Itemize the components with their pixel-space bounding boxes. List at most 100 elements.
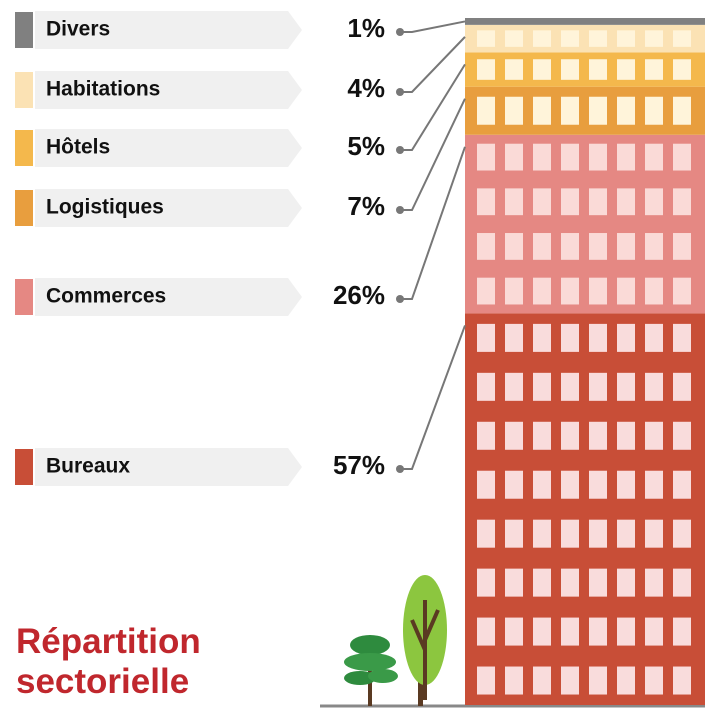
window <box>589 373 607 401</box>
legend-swatch <box>15 130 33 166</box>
window <box>589 422 607 450</box>
window <box>561 324 579 352</box>
window <box>477 618 495 646</box>
window <box>533 233 551 260</box>
window <box>505 471 523 499</box>
legend-swatch <box>15 12 33 48</box>
window <box>645 569 663 597</box>
window <box>673 144 691 171</box>
window <box>617 422 635 450</box>
value-label: 57% <box>333 450 385 480</box>
window <box>477 520 495 548</box>
window <box>617 471 635 499</box>
window <box>505 422 523 450</box>
window <box>505 97 523 125</box>
window <box>645 373 663 401</box>
leader-line <box>400 147 465 299</box>
window <box>533 278 551 305</box>
building-segment <box>465 52 705 86</box>
window <box>505 520 523 548</box>
window <box>589 569 607 597</box>
window <box>645 422 663 450</box>
window <box>505 618 523 646</box>
value-label: 4% <box>347 73 385 103</box>
window <box>477 97 495 125</box>
legend-label: Logistiques <box>46 196 164 219</box>
leader-dot <box>396 206 404 214</box>
window <box>617 233 635 260</box>
window <box>533 618 551 646</box>
window <box>617 97 635 125</box>
chart-title: Répartition sectorielle <box>16 622 266 702</box>
window <box>561 422 579 450</box>
value-label: 1% <box>347 13 385 43</box>
value-label: 5% <box>347 131 385 161</box>
leader-dot <box>396 88 404 96</box>
leader-dot <box>396 28 404 36</box>
window <box>561 373 579 401</box>
window <box>533 471 551 499</box>
window <box>477 324 495 352</box>
window <box>617 144 635 171</box>
window <box>617 188 635 215</box>
window <box>645 188 663 215</box>
window <box>477 373 495 401</box>
legend-swatch <box>15 190 33 226</box>
window <box>561 667 579 695</box>
window <box>673 422 691 450</box>
window <box>673 188 691 215</box>
window <box>589 324 607 352</box>
window <box>561 233 579 260</box>
legend-swatch <box>15 279 33 315</box>
window <box>617 59 635 80</box>
window <box>617 618 635 646</box>
window <box>477 144 495 171</box>
window <box>477 422 495 450</box>
window <box>589 520 607 548</box>
window <box>505 278 523 305</box>
window <box>645 59 663 80</box>
leader-line <box>400 37 465 92</box>
window <box>533 422 551 450</box>
window <box>645 30 663 46</box>
legend-label: Commerces <box>46 285 166 308</box>
window <box>589 188 607 215</box>
window <box>477 233 495 260</box>
leader-dot <box>396 465 404 473</box>
window <box>673 97 691 125</box>
window <box>645 667 663 695</box>
window <box>589 278 607 305</box>
window <box>533 97 551 125</box>
window <box>589 471 607 499</box>
building-segment <box>465 18 705 25</box>
window <box>561 520 579 548</box>
window <box>617 324 635 352</box>
window <box>477 667 495 695</box>
window <box>673 373 691 401</box>
legend-label: Habitations <box>46 78 160 101</box>
window <box>673 618 691 646</box>
window <box>533 569 551 597</box>
building-segment <box>465 135 705 314</box>
window <box>589 618 607 646</box>
window <box>673 569 691 597</box>
legend-swatch <box>15 72 33 108</box>
window <box>561 97 579 125</box>
window <box>533 520 551 548</box>
value-label: 26% <box>333 280 385 310</box>
window <box>617 30 635 46</box>
window <box>589 233 607 260</box>
window <box>533 188 551 215</box>
window <box>505 667 523 695</box>
building-segment <box>465 25 705 52</box>
window <box>617 569 635 597</box>
window <box>505 324 523 352</box>
window <box>561 144 579 171</box>
window <box>617 373 635 401</box>
window <box>477 59 495 80</box>
chart: Divers1%Habitations4%Hôtels5%Logistiques… <box>0 0 705 711</box>
window <box>673 59 691 80</box>
window <box>589 144 607 171</box>
window <box>645 520 663 548</box>
window <box>561 278 579 305</box>
